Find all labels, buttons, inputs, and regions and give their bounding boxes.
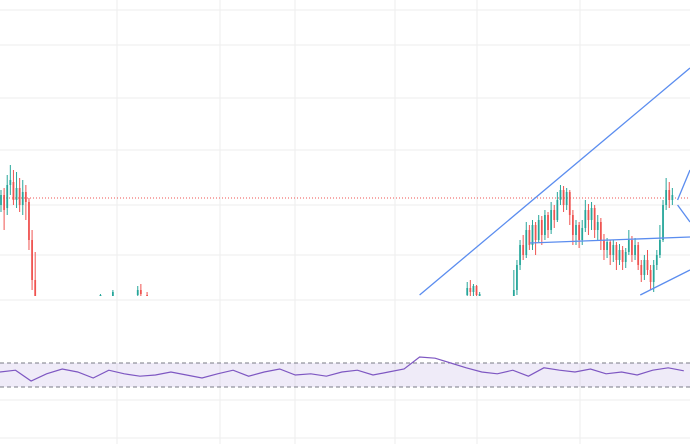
candle-body <box>621 250 624 262</box>
candle-body <box>668 190 671 200</box>
candle-body <box>553 210 556 220</box>
trendline <box>676 169 690 201</box>
candle-body <box>599 222 602 240</box>
candle-body <box>662 205 664 240</box>
candle-body <box>665 190 668 205</box>
candle-body <box>587 210 590 220</box>
candle-body <box>634 245 636 255</box>
candle-body <box>578 225 581 240</box>
candle-body <box>146 295 148 296</box>
candle-body <box>6 185 9 208</box>
candle-body <box>0 195 2 205</box>
candle-body <box>631 240 633 255</box>
candle-body <box>655 255 658 265</box>
candle-body <box>537 220 540 240</box>
candle-body <box>519 245 521 265</box>
candle-body <box>637 245 640 265</box>
candle-body <box>615 245 618 260</box>
candle-body <box>472 286 475 292</box>
candle-body <box>528 230 531 245</box>
candle-body <box>9 180 12 185</box>
candle-body <box>534 225 537 240</box>
candle-body <box>618 250 621 260</box>
candle-body <box>643 260 646 275</box>
candle-body <box>593 208 596 230</box>
candle-body <box>18 188 21 205</box>
price-pane <box>0 67 690 296</box>
candle-body <box>111 292 114 296</box>
rsi-pane <box>0 356 690 388</box>
candle-body <box>646 260 649 270</box>
candle-body <box>15 188 18 200</box>
candle-body <box>516 265 518 290</box>
candle-body <box>478 294 481 296</box>
candle-body <box>609 242 612 255</box>
candle-body <box>136 290 139 295</box>
candle-body <box>640 265 643 275</box>
rsi-line <box>0 356 684 382</box>
candle-body <box>466 288 469 295</box>
candle-body <box>581 228 584 240</box>
candle-body <box>596 222 599 230</box>
candle-body <box>584 210 587 228</box>
candle-body <box>565 192 568 205</box>
trendline <box>639 269 690 296</box>
candle-body <box>525 230 528 255</box>
candle-body <box>21 192 24 205</box>
candle-body <box>575 225 577 235</box>
candle-body <box>24 192 27 202</box>
candle-body <box>590 208 593 220</box>
candle-body <box>556 200 559 220</box>
candle-body <box>550 210 553 230</box>
candle-body <box>659 240 661 255</box>
trendline <box>419 67 690 296</box>
candle-body <box>475 286 478 295</box>
candle-body <box>544 215 546 235</box>
candle-body <box>559 190 562 200</box>
candle-body <box>469 288 472 292</box>
candle-body <box>522 245 525 255</box>
candle-body <box>562 190 565 205</box>
candle-body <box>652 265 655 282</box>
candle-body <box>671 195 674 200</box>
trendline <box>529 236 690 244</box>
trendline <box>677 204 690 223</box>
candle-body <box>627 240 630 252</box>
candle-body <box>139 290 142 294</box>
candle-body <box>571 215 574 235</box>
candle-body <box>547 215 549 230</box>
candle-body <box>540 220 543 235</box>
candle-body <box>99 295 102 296</box>
candle-body <box>31 240 33 280</box>
candle-body <box>34 280 37 296</box>
candle-body <box>512 290 515 296</box>
candle-body <box>531 225 534 245</box>
candle-body <box>649 270 652 282</box>
candle-body <box>612 245 615 255</box>
candle-body <box>603 240 605 250</box>
candle-body <box>12 182 15 200</box>
candle-body <box>568 192 571 215</box>
candle-body <box>624 252 627 262</box>
candle-body <box>606 242 608 250</box>
candle-body <box>28 202 30 240</box>
rsi-band <box>0 363 690 387</box>
candle-body <box>3 195 6 210</box>
